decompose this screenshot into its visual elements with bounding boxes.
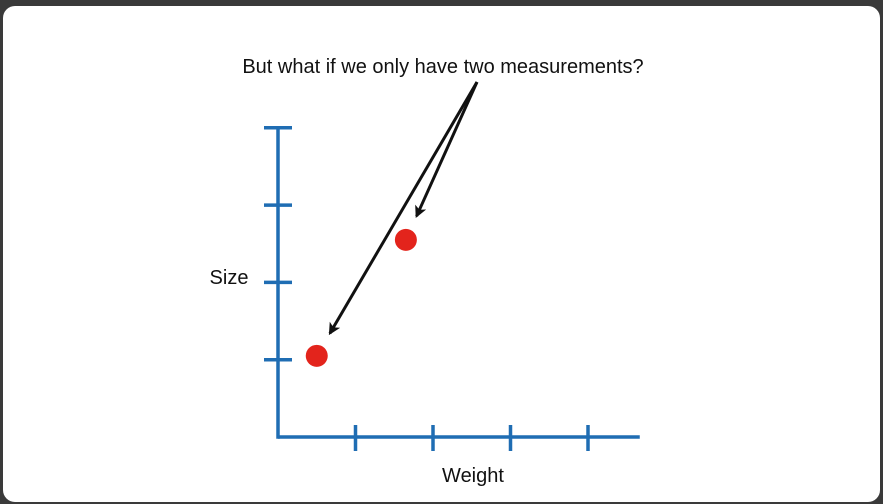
annotation-arrow-1 (415, 81, 479, 219)
data-point-0 (305, 344, 328, 367)
data-point-1 (394, 228, 417, 251)
annotation-text: But what if we only have two measurement… (242, 56, 643, 78)
data-points (305, 228, 417, 367)
y-axis-label: Size (210, 267, 249, 289)
annotation-arrow-0 (328, 81, 479, 336)
scatter-chart: But what if we only have two measurement… (210, 56, 644, 487)
annotation-arrows (328, 81, 479, 336)
axes (264, 126, 640, 451)
slide: But what if we only have two measurement… (3, 6, 880, 502)
x-axis-label: Weight (442, 465, 504, 487)
